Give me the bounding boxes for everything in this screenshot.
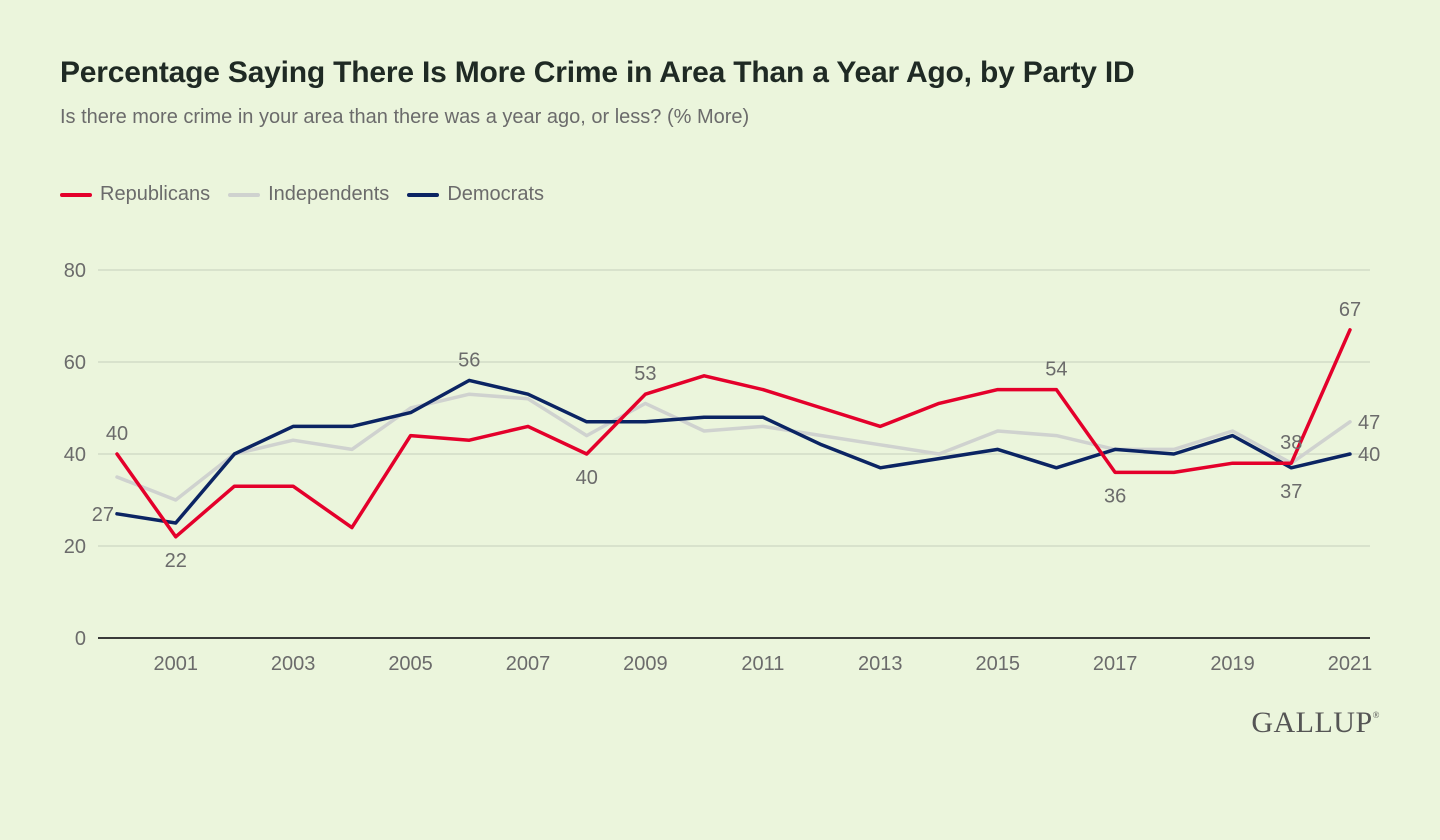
data-label-republicans: 38 bbox=[1280, 432, 1302, 454]
y-tick-label: 40 bbox=[64, 444, 86, 466]
x-tick-label: 2011 bbox=[741, 653, 784, 675]
data-label-democrats: 56 bbox=[458, 349, 480, 371]
x-tick-label: 2017 bbox=[1093, 653, 1138, 675]
gallup-logo: GALLUP® bbox=[1251, 706, 1380, 739]
y-tick-label: 60 bbox=[64, 352, 86, 374]
data-label-republicans: 67 bbox=[1339, 299, 1361, 321]
chart-title: Percentage Saying There Is More Crime in… bbox=[60, 56, 1135, 89]
legend-label-independents: Independents bbox=[268, 183, 390, 205]
data-label-republicans: 36 bbox=[1104, 485, 1126, 507]
data-label-democrats: 27 bbox=[92, 504, 114, 526]
x-tick-label: 2015 bbox=[975, 653, 1020, 675]
legend-swatch-democrats bbox=[407, 192, 440, 197]
x-tick-label: 2005 bbox=[388, 653, 433, 675]
x-tick-label: 2013 bbox=[858, 653, 903, 675]
legend-label-republicans: Republicans bbox=[100, 183, 211, 205]
legend-item-republicans: Republicans bbox=[60, 183, 210, 206]
x-tick-label: 2009 bbox=[623, 653, 668, 675]
legend-swatch-republicans bbox=[60, 192, 92, 197]
gallup-logo-text: GALLUP bbox=[1251, 706, 1373, 739]
data-label-republicans: 53 bbox=[634, 363, 656, 385]
data-label-democrats: 40 bbox=[1358, 444, 1380, 466]
x-tick-label: 2001 bbox=[153, 653, 198, 675]
x-tick-label: 2003 bbox=[271, 653, 316, 675]
legend-swatch-independents bbox=[228, 192, 261, 197]
x-tick-label: 2019 bbox=[1210, 653, 1255, 675]
legend-label-democrats: Democrats bbox=[447, 183, 545, 205]
series-line-democrats bbox=[115, 378, 1352, 525]
chart-subtitle: Is there more crime in your area than th… bbox=[60, 106, 750, 128]
legend-item-democrats: Democrats bbox=[407, 183, 544, 206]
legend-item-independents: Independents bbox=[228, 183, 389, 206]
y-tick-label: 80 bbox=[64, 260, 86, 282]
x-tick-label: 2021 bbox=[1328, 653, 1373, 675]
y-tick-label: 0 bbox=[75, 628, 86, 650]
x-tick-label: 2007 bbox=[506, 653, 551, 675]
data-label-republicans: 40 bbox=[106, 423, 128, 445]
series-line-republicans bbox=[115, 328, 1352, 539]
data-label-democrats: 37 bbox=[1280, 481, 1302, 503]
series-line-independents bbox=[115, 392, 1352, 502]
data-label-independents: 47 bbox=[1358, 412, 1380, 434]
y-tick-label: 20 bbox=[64, 536, 86, 558]
data-label-republicans: 40 bbox=[576, 467, 598, 489]
data-label-republicans: 22 bbox=[165, 550, 187, 572]
chart-legend: Republicans Independents Democrats bbox=[60, 183, 544, 206]
data-label-republicans: 54 bbox=[1045, 359, 1067, 381]
